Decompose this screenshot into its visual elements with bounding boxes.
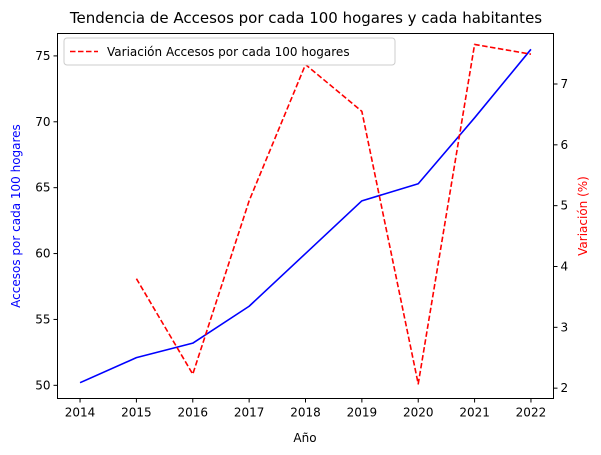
- tick-layer: 2014 2015 2016 2017 2018 2019 2020 2021 20225055…: [35, 49, 568, 420]
- chart-title: Tendencia de Accesos por cada 100 hogare…: [69, 9, 542, 27]
- x-tick-label: 2020: [403, 406, 434, 420]
- x-tick-label: 2015: [121, 406, 152, 420]
- y-right-tick-label: 5: [561, 199, 569, 213]
- y-axis-right-label: Variación (%): [576, 176, 590, 256]
- x-tick-label: 2019: [347, 406, 378, 420]
- y-right-tick-label: 2: [561, 381, 569, 395]
- y-left-tick-label: 50: [35, 378, 50, 392]
- legend: Variación Accesos por cada 100 hogares: [63, 37, 396, 66]
- x-tick-label: 2022: [516, 406, 547, 420]
- y-left-tick-label: 60: [35, 247, 50, 261]
- x-tick-label: 2016: [177, 406, 208, 420]
- y-right-tick-label: 7: [561, 77, 569, 91]
- x-tick-label: 2014: [65, 406, 96, 420]
- y-left-tick-label: 75: [35, 49, 50, 63]
- x-tick-label: 2017: [234, 406, 265, 420]
- y-right-tick-label: 4: [561, 259, 569, 273]
- legend-label-variacion: Variación Accesos por cada 100 hogares: [107, 45, 350, 59]
- y-left-tick-label: 65: [35, 181, 50, 195]
- x-tick-label: 2018: [290, 406, 321, 420]
- y-left-tick-label: 55: [35, 312, 50, 326]
- y-right-tick-label: 6: [561, 138, 569, 152]
- y-right-tick-label: 3: [561, 320, 569, 334]
- plot-frame: [57, 33, 554, 399]
- x-tick-label: 2021: [459, 406, 490, 420]
- legend-box: [63, 37, 396, 66]
- x-axis-label: Año: [293, 431, 316, 445]
- y-left-tick-label: 70: [35, 115, 50, 129]
- series-line-variacion: [135, 43, 532, 385]
- y-axis-left-label: Accesos por cada 100 hogares: [9, 124, 23, 308]
